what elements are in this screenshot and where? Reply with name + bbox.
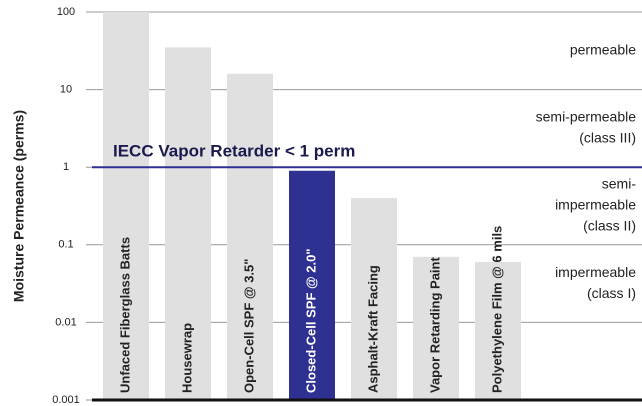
annotation: (class I) [587,285,636,301]
bar-label: Closed-Cell SPF @ 2.0" [303,248,318,393]
annotation: impermeable [555,197,636,213]
y-tick-label: 10 [60,84,72,96]
bar-label: Asphalt-Kraft Facing [365,265,380,393]
y-tick-label: 0.1 [58,239,73,251]
reference-label: IECC Vapor Retarder < 1 perm [113,142,355,161]
bar [227,73,273,401]
bar-label: Housewrap [179,323,194,393]
bar [165,47,211,401]
y-tick-label: 0.001 [52,394,80,406]
bar [475,262,521,400]
bar [289,170,335,400]
annotation: impermeable [555,264,636,280]
bar [351,198,397,400]
annotation: permeable [570,42,636,58]
bar-label: Polyethylene Film @ 6 mils [489,226,504,393]
annotation: (class II) [583,218,636,234]
bar [413,256,459,400]
bar-label: Open-Cell SPF @ 3.5" [241,259,256,393]
y-tick-label: 100 [57,6,75,18]
annotation: semi-permeable [536,109,637,125]
annotation: semi- [602,176,637,192]
annotation: (class III) [579,130,636,146]
y-tick-label: 1 [63,161,69,173]
y-tick-label: 0.01 [55,316,76,328]
bar-label: Unfaced Fiberglass Batts [117,237,132,393]
y-axis-label: Moisture Permeance (perms) [11,110,27,302]
bar [103,12,149,400]
bar-label: Vapor Retarding Paint [427,257,442,393]
